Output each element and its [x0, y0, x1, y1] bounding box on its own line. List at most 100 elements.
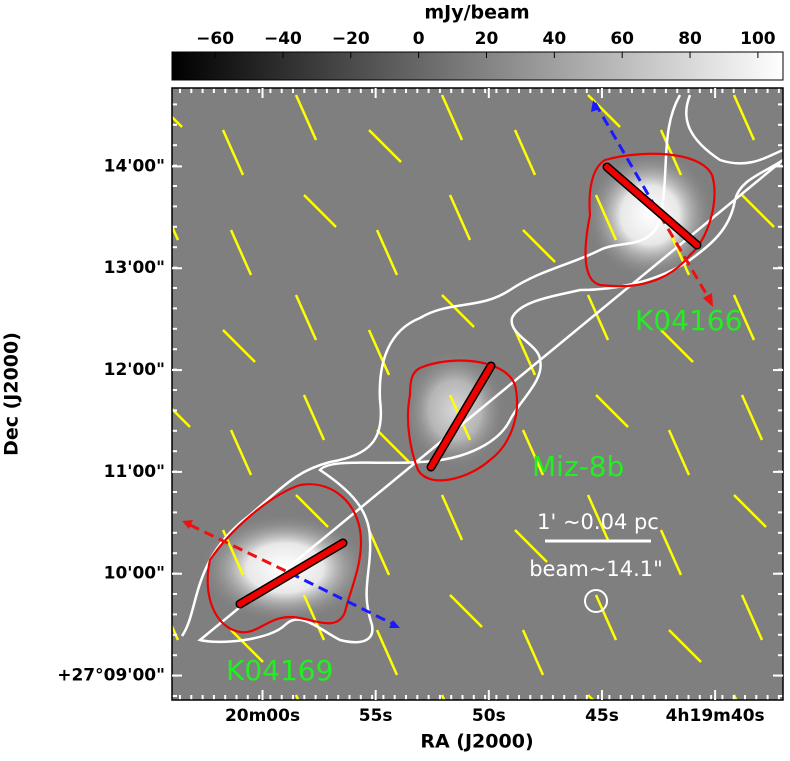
y-tick-label: 14'00": [104, 156, 165, 176]
vector: [732, 94, 756, 141]
vector: [172, 623, 180, 641]
contour: [180, 94, 783, 644]
beam: [584, 589, 608, 613]
vector: [440, 494, 464, 541]
vector: [660, 329, 694, 363]
vector: [514, 529, 548, 563]
vector: [294, 294, 318, 341]
colorbar-tick-label: 60: [610, 29, 634, 49]
x-tick-label: 55s: [359, 706, 393, 726]
vector: [521, 629, 545, 676]
x-tick-label: 4h19m40s: [666, 706, 765, 726]
vector: [440, 94, 464, 141]
arrow-head: [591, 100, 600, 112]
source-blob: [585, 150, 715, 280]
region-label: Miz-8b: [532, 450, 624, 483]
vector: [150, 295, 170, 340]
vector: [150, 495, 170, 540]
vector: [741, 194, 775, 228]
image: [150, 88, 783, 757]
vector: [229, 429, 253, 476]
colorbar-ticks: −60 −40 −20 0 20 40 60 80 100: [196, 29, 776, 58]
vector: [448, 194, 472, 241]
vector: [172, 115, 183, 128]
colorbar-tick-label: −40: [264, 29, 302, 49]
vector: [586, 294, 610, 341]
vector: [303, 194, 337, 228]
vector: [375, 629, 399, 676]
colorbar-tick-label: 0: [413, 29, 425, 49]
vector: [513, 129, 537, 176]
y-tick-label: 11'00": [104, 462, 165, 482]
vector: [740, 394, 764, 441]
vector: [375, 229, 399, 276]
x-axis-label: RA (J2000): [420, 731, 533, 753]
contour: [584, 152, 716, 288]
colorbar-label: mJy/beam: [424, 2, 529, 24]
y-tick-label: +27°09'00": [57, 666, 165, 686]
vector: [367, 529, 391, 576]
colorbar-tick-label: −20: [332, 29, 370, 49]
vector: [230, 629, 264, 663]
vector: [441, 294, 475, 328]
colorbar-tick-label: 100: [740, 29, 776, 49]
x-tick-label: 50s: [472, 706, 506, 726]
vector: [594, 594, 618, 641]
beam-label: beam~14.1": [529, 557, 663, 581]
vector: [521, 429, 545, 476]
colorbar: [171, 51, 784, 81]
x-tick-label: 45s: [585, 706, 619, 726]
vector: [294, 94, 318, 141]
vector: [587, 94, 621, 128]
vector: [661, 730, 681, 757]
vector: [302, 594, 326, 641]
outflow-arrow: [189, 523, 291, 575]
vector: [659, 129, 683, 176]
y-tick-label: 12'00": [104, 360, 165, 380]
contour: [206, 483, 363, 634]
vector: [295, 494, 329, 528]
vector: [668, 629, 702, 663]
vector: [733, 494, 767, 528]
colorbar-tick-label: 40: [543, 29, 567, 49]
colorbar-tick-label: 20: [475, 29, 499, 49]
arrow-head: [182, 520, 193, 529]
vector: [368, 129, 402, 163]
arrow-head: [703, 293, 713, 307]
field-bars: [235, 162, 702, 609]
vector: [369, 730, 401, 757]
contour: [406, 359, 519, 482]
x-tick-label: 20m00s: [225, 706, 300, 726]
vector: [367, 329, 391, 376]
colorbar-tick-label: 80: [678, 29, 702, 49]
vector: [667, 429, 691, 476]
y-tick-label: 10'00": [104, 564, 165, 584]
vector: [302, 394, 326, 441]
vector: [221, 129, 245, 176]
source-label: K04169: [226, 654, 333, 687]
frame: [171, 87, 784, 701]
y-tick-label: 13'00": [104, 258, 165, 278]
vector: [586, 494, 610, 541]
y-axis-label: Dec (J2000): [1, 332, 23, 456]
vector: [223, 730, 243, 757]
vector: [449, 594, 483, 628]
arrow-head: [389, 620, 400, 628]
vector: [732, 294, 756, 341]
colorbar-tick-label: −60: [196, 29, 234, 49]
outflow-arrow: [289, 571, 394, 626]
vector: [376, 429, 410, 463]
vector: [172, 223, 180, 241]
vector: [740, 594, 764, 641]
scale-label: 1' ~0.04 pc: [537, 510, 659, 534]
vector: [229, 229, 253, 276]
vector: [659, 529, 683, 576]
source-label: K04166: [635, 304, 742, 337]
vector: [522, 229, 556, 263]
source-blob: [200, 513, 370, 623]
vector: [222, 329, 256, 363]
vector: [595, 394, 629, 428]
outflow-arrow: [593, 102, 662, 216]
vector: [594, 194, 618, 241]
